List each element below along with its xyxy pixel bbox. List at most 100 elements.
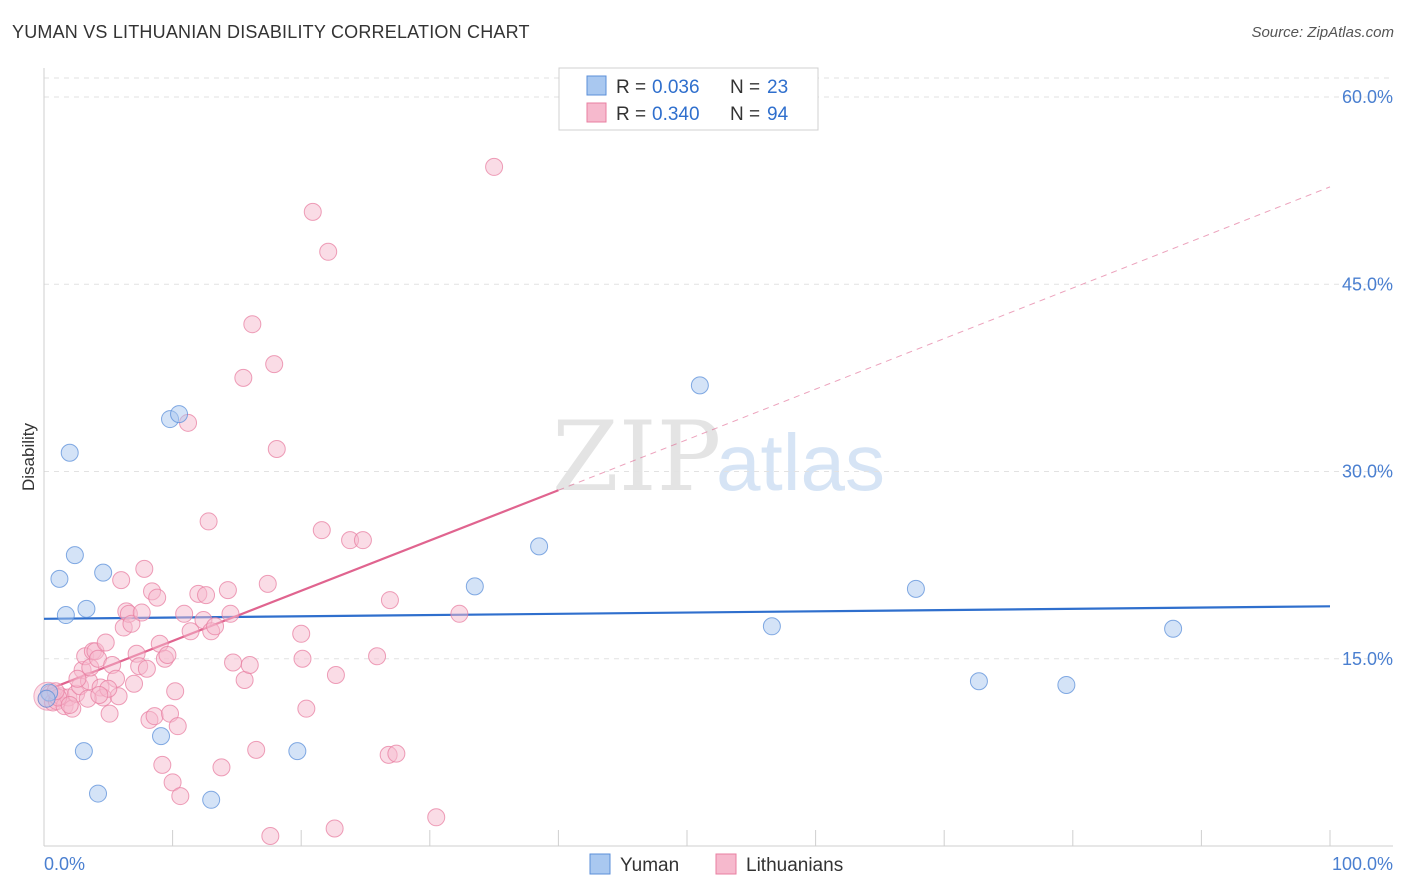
lithuanian-point [100,704,119,723]
lithuanian-point [368,647,387,666]
yuman-point [37,689,56,708]
bottom-legend-label-lithuanian: Lithuanians [746,855,843,876]
yuman-point [969,672,988,691]
lithuanian-point [293,649,312,668]
yuman-point [60,443,79,462]
lithuanian-point [132,603,151,622]
lithuanian-point [221,604,240,623]
yuman-point [77,599,96,618]
lithuanian-point [325,819,344,838]
lithuanian-point [240,655,259,674]
x-tick-label-end: 100.0% [1332,854,1393,874]
lithuanian-point [171,787,190,806]
yuman-point [56,606,75,625]
lithuanian-trend-extension [558,186,1331,491]
lithuanian-point [163,773,182,792]
lithuanian-point [247,740,266,759]
bottom-legend-swatch-yuman [589,853,611,875]
lithuanian-point [353,531,372,550]
legend-r-value-yuman: 0.036 [652,77,700,98]
y-tick-label: 30.0% [1342,462,1393,482]
lithuanian-point [380,591,399,610]
lithuanian-point [181,622,200,641]
legend-n-value-yuman: 23 [767,77,788,98]
lithuanian-point [243,315,262,334]
bottom-legend-label-yuman: Yuman [620,855,679,876]
legend: R = 0.036 N = 23 R = 0.340 N = 94 [558,67,819,131]
lithuanian-point [234,368,253,387]
lithuanian-point [197,586,216,605]
lithuanian-point [166,682,185,701]
legend-r-label-yuman: R = [616,77,646,98]
yuman-point [762,617,781,636]
lithuanian-point [485,157,504,176]
yuman-point [465,577,484,596]
y-tick-label: 15.0% [1342,649,1393,669]
lithuanian-point [303,202,322,221]
y-tick-label: 45.0% [1342,274,1393,294]
lithuanian-point [122,614,141,633]
lithuanian-point [137,659,156,678]
yuman-point [74,742,93,761]
y-tick-label: 60.0% [1342,87,1393,107]
lithuanian-point [292,624,311,643]
yuman-point [1164,619,1183,638]
lithuanian-point [175,604,194,623]
lithuanian-point [96,633,115,652]
chart-title: YUMAN VS LITHUANIAN DISABILITY CORRELATI… [12,22,530,42]
lithuanian-point [427,808,446,827]
lithuanian-point [319,242,338,261]
yuman-point [94,563,113,582]
grid [44,77,1393,660]
lithuanian-point [267,440,286,459]
lithuanian-point [153,755,172,774]
lithuanian-point [265,355,284,374]
yuman-point [89,784,108,803]
lithuanian-point [261,827,280,846]
lithuanian-point [148,588,167,607]
bottom-legend: Yuman Lithuanians [589,853,843,876]
legend-r-label-lithuanian: R = [616,104,646,125]
lithuanian-point [158,646,177,665]
lithuanian-point [199,512,218,531]
lithuanian-point [450,604,469,623]
source-label: Source: ZipAtlas.com [1251,24,1394,41]
lithuanian-point [60,695,79,714]
yuman-point [152,727,171,746]
lithuanian-point [90,685,109,704]
legend-n-label-yuman: N = [730,77,760,98]
legend-swatch-lithuanian [586,102,607,123]
lithuanian-point [135,559,154,578]
lithuanian-point [258,574,277,593]
lithuanian-point [68,669,87,688]
yuman-point [906,579,925,598]
watermark-zip: ZIP [552,401,721,513]
watermark-atlas: atlas [716,418,885,507]
yuman-point [65,546,84,565]
y-tick-labels: 15.0% 30.0% 45.0% 60.0% [1342,87,1393,669]
lithuanian-point [326,665,345,684]
lithuanian-point [145,707,164,726]
lithuanian-point [218,581,237,600]
lithuanian-point [224,653,243,672]
yuman-point [1057,675,1076,694]
yuman-trend-line [43,605,1331,620]
yuman-point [50,569,69,588]
legend-n-value-lithuanian: 94 [767,104,789,125]
lithuanian-point [168,717,187,736]
y-axis-label: Disability [19,422,38,491]
legend-swatch-yuman [586,75,607,96]
yuman-point [288,742,307,761]
yuman-point [530,537,549,556]
lithuanian-point [297,699,316,718]
yuman-point [690,376,709,395]
lithuanian-point [387,744,406,763]
lithuanian-point [235,670,254,689]
yuman-point [170,405,189,424]
legend-n-label-lithuanian: N = [730,104,760,125]
x-tick-label-start: 0.0% [44,854,85,874]
legend-r-value-lithuanian: 0.340 [652,104,700,125]
lithuanian-point [206,617,225,636]
axes [43,68,1393,847]
